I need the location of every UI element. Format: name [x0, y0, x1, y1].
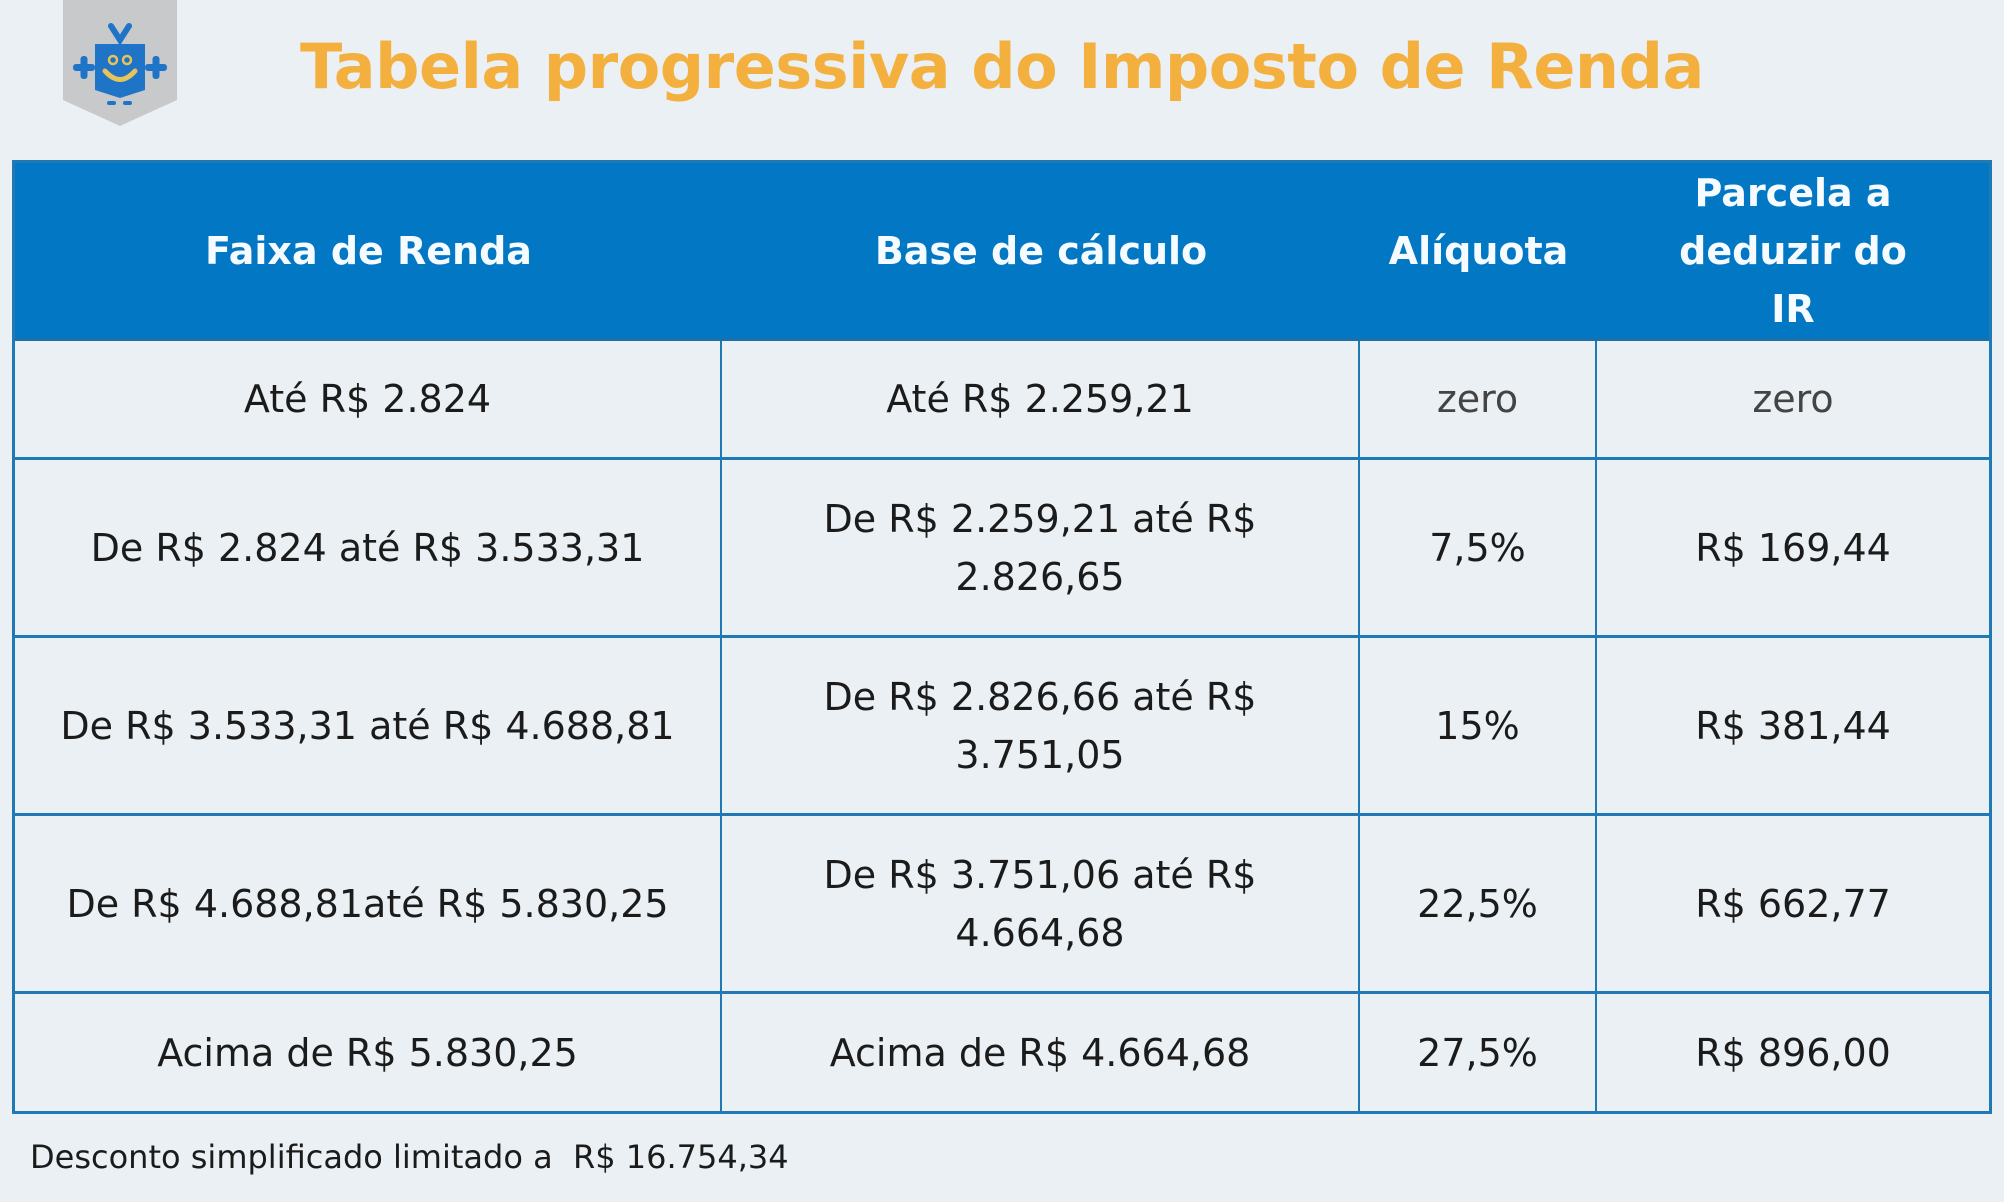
cell-base: De R$ 3.751,06 até R$ 4.664,68 — [722, 816, 1360, 991]
page-title: Tabela progressiva do Imposto de Renda — [300, 30, 1704, 103]
table-row: De R$ 3.533,31 até R$ 4.688,81 De R$ 2.8… — [15, 638, 1989, 816]
table-row: De R$ 4.688,81até R$ 5.830,25 De R$ 3.75… — [15, 816, 1989, 994]
cell-faixa: Acima de R$ 5.830,25 — [15, 994, 722, 1111]
cell-parcela: R$ 169,44 — [1695, 525, 1891, 570]
cell-parcela: zero — [1752, 377, 1834, 421]
column-header-parcela: Parcela a deduzir do IR — [1679, 170, 1907, 331]
cell-faixa: De R$ 3.533,31 até R$ 4.688,81 — [15, 638, 722, 813]
column-header-aliquota: Alíquota — [1388, 228, 1569, 273]
cell-aliquota: 7,5% — [1360, 460, 1597, 635]
cell-parcela: R$ 381,44 — [1695, 703, 1891, 748]
cell-aliquota: 22,5% — [1360, 816, 1597, 991]
column-header-faixa: Faixa de Renda — [205, 228, 532, 273]
cell-aliquota: 27,5% — [1360, 994, 1597, 1111]
table-row: Acima de R$ 5.830,25 Acima de R$ 4.664,6… — [15, 994, 1989, 1111]
cell-faixa: De R$ 2.824 até R$ 3.533,31 — [15, 460, 722, 635]
table-row: De R$ 2.824 até R$ 3.533,31 De R$ 2.259,… — [15, 460, 1989, 638]
cell-base: De R$ 2.259,21 até R$ 2.826,65 — [722, 460, 1360, 635]
cell-aliquota: zero — [1360, 341, 1597, 457]
cell-base: Até R$ 2.259,21 — [722, 341, 1360, 457]
cell-base: Acima de R$ 4.664,68 — [722, 994, 1360, 1111]
robot-mascot-badge-icon — [63, 0, 177, 126]
column-header-base: Base de cálculo — [874, 228, 1208, 273]
tax-table: Faixa de Renda Base de cálculo Alíquota … — [12, 160, 1992, 1114]
table-row: Até R$ 2.824 Até R$ 2.259,21 zero zero — [15, 341, 1989, 460]
cell-faixa: De R$ 4.688,81até R$ 5.830,25 — [15, 816, 722, 991]
cell-base: De R$ 2.826,66 até R$ 3.751,05 — [722, 638, 1360, 813]
cell-parcela: R$ 896,00 — [1695, 1030, 1891, 1075]
cell-parcela: R$ 662,77 — [1695, 881, 1891, 926]
cell-faixa: Até R$ 2.824 — [15, 341, 722, 457]
cell-aliquota: 15% — [1360, 638, 1597, 813]
footnote-simplified-discount: Desconto simplificado limitado a R$ 16.7… — [30, 1138, 789, 1176]
table-header: Faixa de Renda Base de cálculo Alíquota … — [15, 163, 1989, 341]
